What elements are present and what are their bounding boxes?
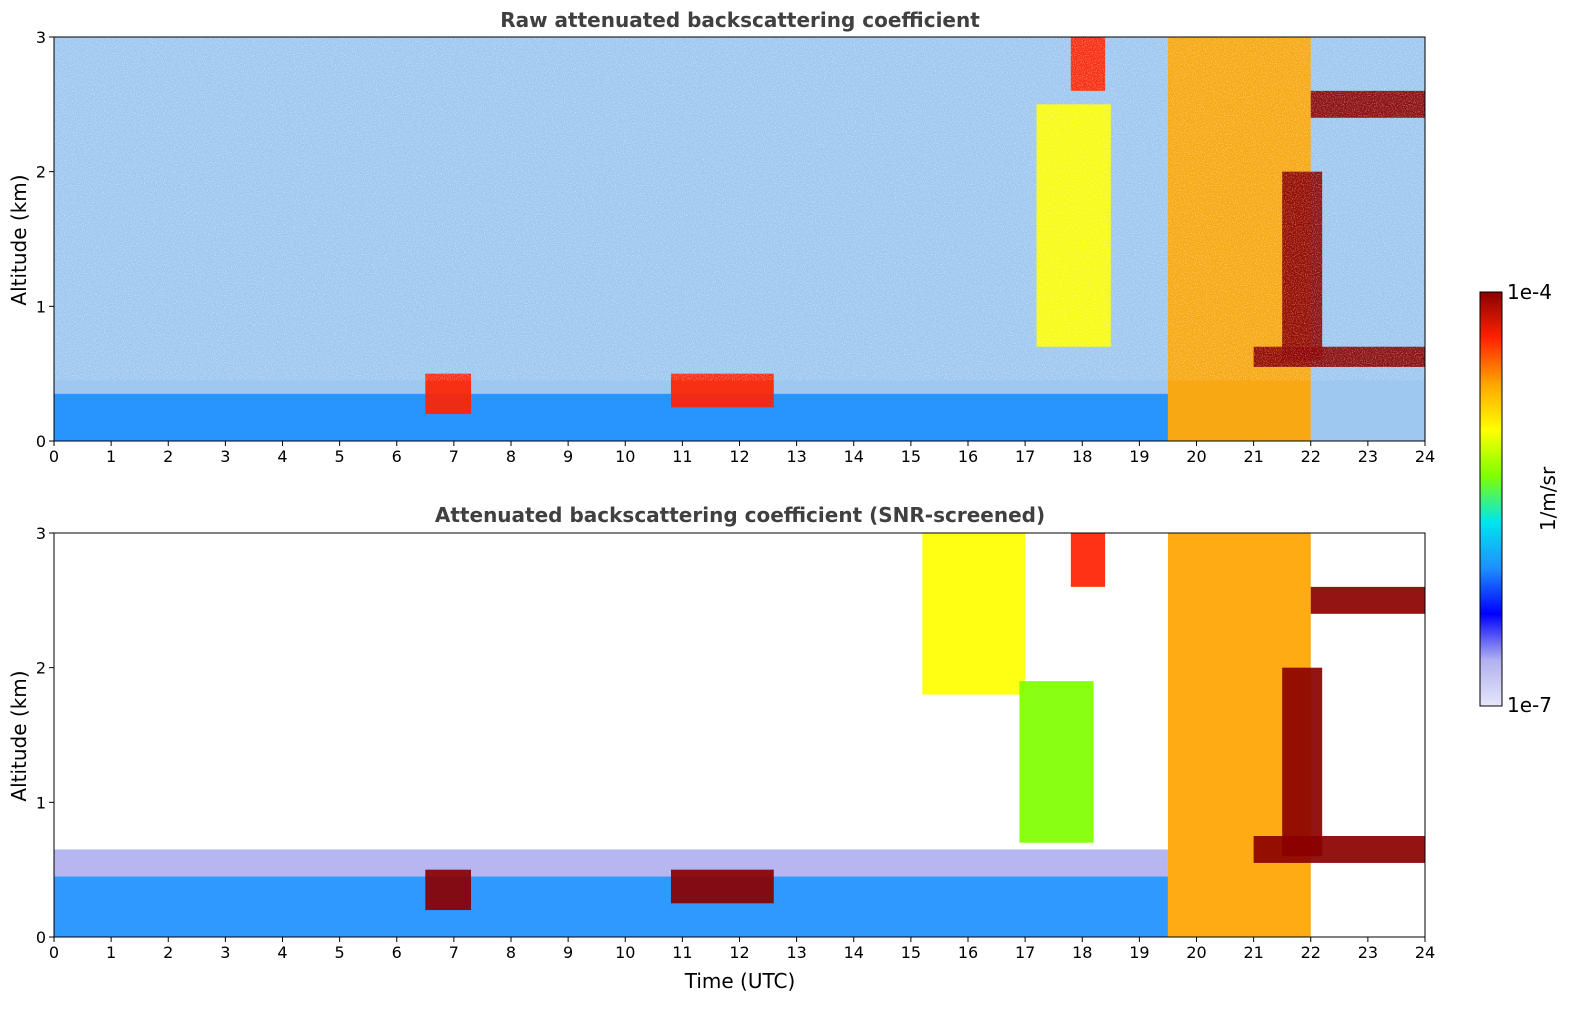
x-tick-label: 14: [844, 447, 864, 466]
x-tick-label: 19: [1129, 447, 1149, 466]
backscatter-region-0: [54, 876, 1168, 937]
x-tick-label: 13: [786, 943, 806, 962]
x-tick-label: 20: [1186, 447, 1206, 466]
y-tick-label: 1: [36, 297, 46, 316]
x-tick-label: 2: [163, 943, 173, 962]
backscatter-region-10: [1253, 836, 1425, 863]
x-tick-label: 13: [786, 447, 806, 466]
y-tick-label: 0: [36, 928, 46, 947]
x-tick-label: 5: [335, 943, 345, 962]
x-tick-label: 10: [615, 447, 635, 466]
x-tick-label: 24: [1415, 943, 1435, 962]
panel2-ylabel: Altitude (km): [7, 670, 31, 801]
backscatter-region-4: [922, 533, 1026, 695]
x-tick-label: 11: [672, 943, 692, 962]
x-tick-label: 6: [392, 447, 402, 466]
x-tick-label: 15: [901, 447, 921, 466]
x-tick-label: 18: [1072, 943, 1092, 962]
x-tick-label: 23: [1358, 447, 1378, 466]
y-tick-label: 3: [36, 524, 46, 543]
panel2-xlabel: Time (UTC): [684, 969, 796, 993]
x-tick-label: 20: [1186, 943, 1206, 962]
x-tick-label: 15: [901, 943, 921, 962]
x-tick-label: 7: [449, 943, 459, 962]
backscatter-region-5: [1019, 681, 1094, 843]
panel2-plot-area: 0 1 2 3 4 5 6 7 8 9 10 11 12 13 14 15 16 17 18 19 20 21 22 23 24…: [36, 524, 1435, 962]
x-tick-label: 9: [563, 447, 573, 466]
x-tick-label: 17: [1015, 943, 1035, 962]
backscatter-region-3: [670, 869, 774, 904]
x-tick-label: 17: [1015, 447, 1035, 466]
colorbar-max-label: 1e-4: [1507, 280, 1552, 304]
panel1-ylabel: Altitude (km): [7, 174, 31, 305]
y-tick-label: 1: [36, 793, 46, 812]
x-tick-label: 24: [1415, 447, 1435, 466]
x-tick-label: 0: [49, 943, 59, 962]
colorbar-unit-label: 1/m/sr: [1536, 466, 1560, 531]
x-tick-label: 23: [1358, 943, 1378, 962]
y-tick-label: 0: [36, 432, 46, 451]
x-tick-label: 7: [449, 447, 459, 466]
x-tick-label: 12: [729, 943, 749, 962]
x-tick-label: 4: [277, 447, 287, 466]
x-tick-label: 3: [220, 943, 230, 962]
noise-overlay: [54, 37, 1425, 381]
backscatter-region-9: [1310, 586, 1425, 614]
x-tick-label: 21: [1243, 447, 1263, 466]
x-tick-label: 1: [106, 943, 116, 962]
backscatter-region-6: [1070, 533, 1106, 587]
x-tick-label: 12: [729, 447, 749, 466]
panel1-plot-area: 0 1 2 3 4 5 6 7 8 9 10 11 12 13 14 15 16 17 18 19 20 21 22 23 24…: [36, 28, 1435, 466]
x-tick-label: 11: [672, 447, 692, 466]
y-tick-label: 2: [36, 163, 46, 182]
backscatter-region-8: [1282, 667, 1323, 857]
x-tick-label: 18: [1072, 447, 1092, 466]
y-tick-label: 3: [36, 28, 46, 47]
x-tick-label: 21: [1243, 943, 1263, 962]
x-tick-label: 19: [1129, 943, 1149, 962]
x-tick-label: 8: [506, 943, 516, 962]
colorbar-min-label: 1e-7: [1507, 693, 1552, 717]
x-tick-label: 6: [392, 943, 402, 962]
backscatter-region-1: [54, 849, 1168, 877]
panel1-title: Raw attenuated backscattering coefficien…: [500, 8, 980, 32]
backscatter-region-2: [425, 869, 472, 911]
x-tick-label: 5: [335, 447, 345, 466]
y-tick-label: 2: [36, 659, 46, 678]
x-tick-label: 16: [958, 447, 978, 466]
x-tick-label: 9: [563, 943, 573, 962]
x-tick-label: 10: [615, 943, 635, 962]
x-tick-label: 14: [844, 943, 864, 962]
x-tick-label: 1: [106, 447, 116, 466]
x-tick-label: 3: [220, 447, 230, 466]
backscatter-region-0: [54, 393, 1168, 441]
x-tick-label: 22: [1301, 447, 1321, 466]
x-tick-label: 0: [49, 447, 59, 466]
x-tick-label: 2: [163, 447, 173, 466]
x-tick-label: 22: [1301, 943, 1321, 962]
panel2-title: Attenuated backscattering coefficient (S…: [435, 503, 1045, 527]
x-tick-label: 4: [277, 943, 287, 962]
colorbar: [1479, 291, 1503, 707]
x-tick-label: 8: [506, 447, 516, 466]
x-tick-label: 16: [958, 943, 978, 962]
